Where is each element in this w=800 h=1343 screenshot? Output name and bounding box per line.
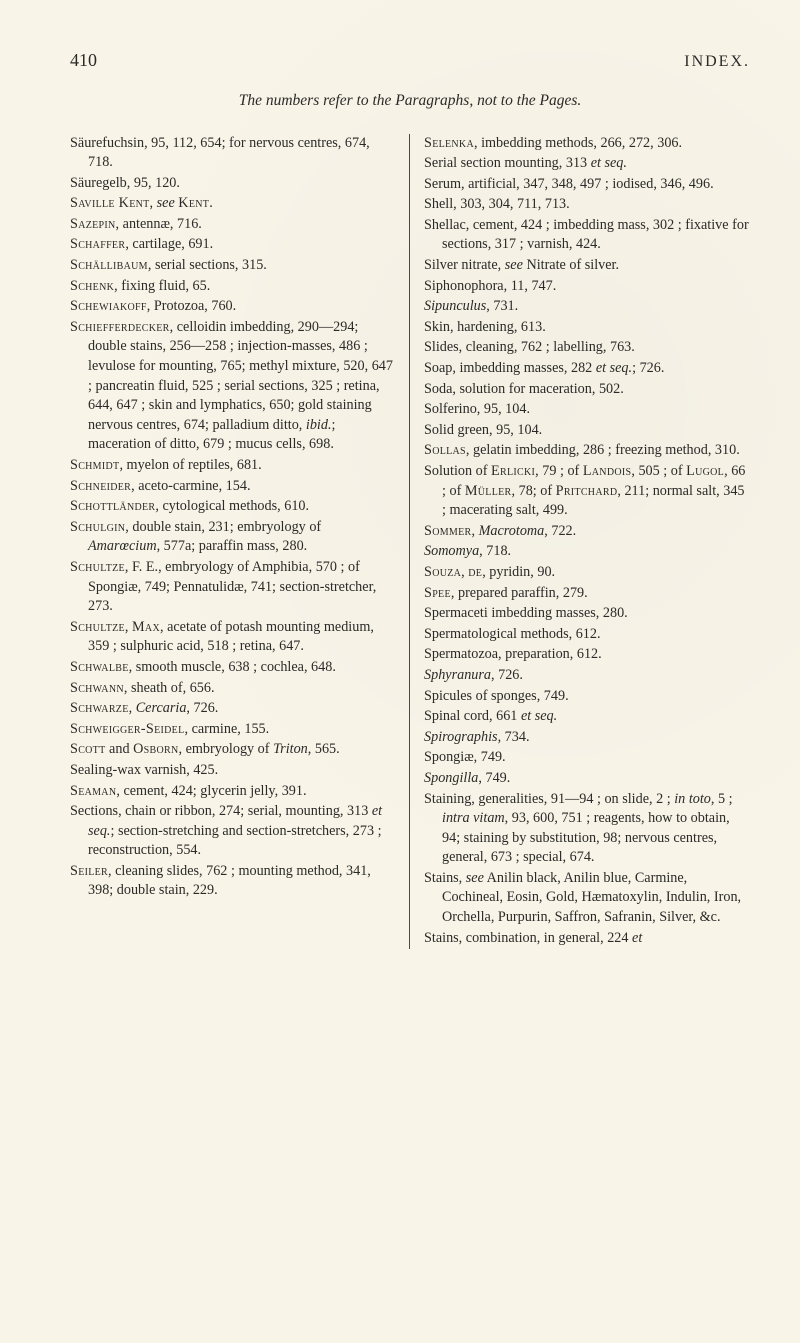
index-entry: Skin, hardening, 613. [424,318,750,338]
index-entry: Solution of Erlicki, 79 ; of Landois, 50… [424,462,750,521]
index-entry: Staining, generalities, 91—94 ; on slide… [424,790,750,868]
index-entry: Stains, see Anilin black, Anilin blue, C… [424,869,750,928]
index-entry: Schwann, sheath of, 656. [70,679,395,699]
index-column-right: Selenka, imbedding methods, 266, 272, 30… [410,134,750,950]
index-entry: Spirographis, 734. [424,728,750,748]
index-entry: Schultze, F. E., embryology of Amphibia,… [70,558,395,617]
index-entry: Schwalbe, smooth muscle, 638 ; cochlea, … [70,658,395,678]
index-entry: Selenka, imbedding methods, 266, 272, 30… [424,134,750,154]
index-entry: Säurefuchsin, 95, 112, 654; for nervous … [70,134,395,173]
index-entry: Shellac, cement, 424 ; imbedding mass, 3… [424,216,750,255]
index-entry: Serum, artificial, 347, 348, 497 ; iodis… [424,175,750,195]
index-entry: Sollas, gelatin imbedding, 286 ; freezin… [424,441,750,461]
index-entry: Schweigger-Seidel, carmine, 155. [70,720,395,740]
index-entry: Spinal cord, 661 et seq. [424,707,750,727]
index-entry: Seaman, cement, 424; glycerin jelly, 391… [70,782,395,802]
index-entry: Sphyranura, 726. [424,666,750,686]
index-entry: Seiler, cleaning slides, 762 ; mounting … [70,862,395,901]
index-entry: Scott and Osborn, embryology of Triton, … [70,740,395,760]
index-entry: Schottländer, cytological methods, 610. [70,497,395,517]
index-entry: Säuregelb, 95, 120. [70,174,395,194]
page-header: 410 INDEX. [70,48,750,73]
index-entry: Spongiæ, 749. [424,748,750,768]
section-title: INDEX. [684,51,750,73]
index-entry: Stains, combination, in general, 224 et [424,929,750,949]
index-entry: Sections, chain or ribbon, 274; serial, … [70,802,395,861]
index-entry: Schiefferdecker, celloidin imbedding, 29… [70,318,395,455]
index-entry: Souza, de, pyridin, 90. [424,563,750,583]
index-entry: Spermaceti imbedding masses, 280. [424,604,750,624]
index-entry: Schewiakoff, Protozoa, 760. [70,297,395,317]
index-entry: Schwarze, Cercaria, 726. [70,699,395,719]
index-entry: Solferino, 95, 104. [424,400,750,420]
index-entry: Sommer, Macrotoma, 722. [424,522,750,542]
index-entry: Sipunculus, 731. [424,297,750,317]
index-entry: Soda, solution for maceration, 502. [424,380,750,400]
index-entry: Serial section mounting, 313 et seq. [424,154,750,174]
index-entry: Schällibaum, serial sections, 315. [70,256,395,276]
index-entry: Schenk, fixing fluid, 65. [70,277,395,297]
index-entry: Spicules of sponges, 749. [424,687,750,707]
index-entry: Spermatological methods, 612. [424,625,750,645]
index-entry: Sazepin, antennæ, 716. [70,215,395,235]
index-entry: Schaffer, cartilage, 691. [70,235,395,255]
index-entry: Saville Kent, see Kent. [70,194,395,214]
index-entry: Schmidt, myelon of reptiles, 681. [70,456,395,476]
index-entry: Schultze, Max, acetate of potash mountin… [70,618,395,657]
index-entry: Slides, cleaning, 762 ; labelling, 763. [424,338,750,358]
index-entry: Sealing-wax varnish, 425. [70,761,395,781]
index-entry: Solid green, 95, 104. [424,421,750,441]
index-entry: Spongilla, 749. [424,769,750,789]
index-entry: Somomya, 718. [424,542,750,562]
index-entry: Schneider, aceto-carmine, 154. [70,477,395,497]
index-entry: Siphonophora, 11, 747. [424,277,750,297]
index-entry: Soap, imbedding masses, 282 et seq.; 726… [424,359,750,379]
index-entry: Shell, 303, 304, 711, 713. [424,195,750,215]
index-entry: Spee, prepared paraffin, 279. [424,584,750,604]
page-subtitle: The numbers refer to the Paragraphs, not… [70,91,750,112]
index-entry: Silver nitrate, see Nitrate of silver. [424,256,750,276]
index-column-left: Säurefuchsin, 95, 112, 654; for nervous … [70,134,410,950]
index-columns: Säurefuchsin, 95, 112, 654; for nervous … [70,134,750,950]
index-entry: Schulgin, double stain, 231; embryology … [70,518,395,557]
page-number: 410 [70,48,97,72]
index-entry: Spermatozoa, preparation, 612. [424,645,750,665]
